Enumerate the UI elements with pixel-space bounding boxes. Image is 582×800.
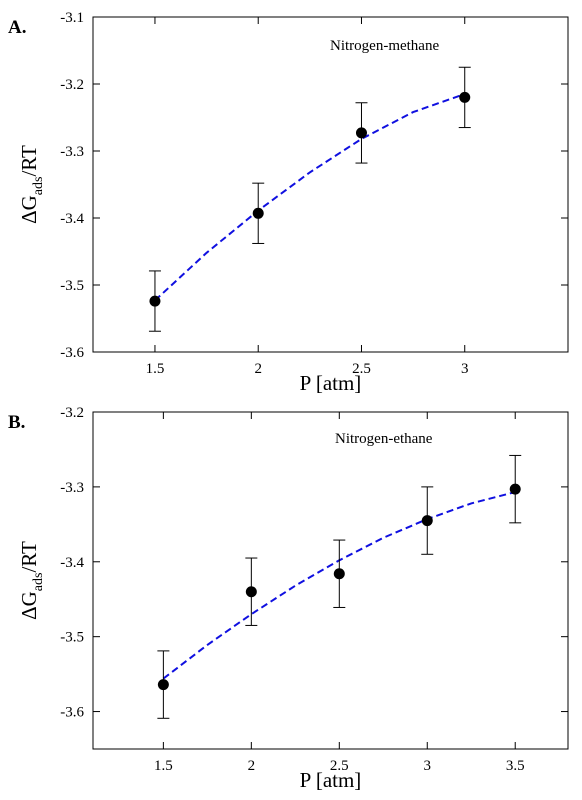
x-tick-label: 1.5	[146, 361, 165, 377]
y-axis-title-main: ΔG	[17, 591, 41, 620]
panel-label: B.	[8, 412, 25, 433]
x-tick-label: 3	[424, 758, 432, 774]
data-point	[333, 568, 345, 580]
data-point	[509, 483, 521, 495]
data-point	[459, 91, 471, 103]
data-point	[245, 586, 257, 598]
y-axis-title: ΔGads/RT	[17, 145, 46, 224]
y-axis-title-main: ΔG	[17, 195, 41, 224]
annotation-label: Nitrogen-methane	[330, 38, 439, 54]
y-tick-label: -3.4	[60, 211, 84, 227]
x-tick-label: 2.5	[330, 758, 349, 774]
y-tick-label: -3.2	[60, 405, 84, 421]
x-axis-title: P [atm]	[300, 768, 362, 792]
annotation-label: Nitrogen-ethane	[335, 431, 433, 447]
y-axis-title-tail: /RT	[17, 541, 41, 573]
y-tick-label: -3.6	[60, 705, 84, 721]
y-tick-label: -3.6	[60, 345, 84, 361]
data-point	[252, 207, 264, 219]
x-tick-label: 2.5	[352, 361, 371, 377]
plot-frame	[92, 16, 569, 353]
data-point	[421, 515, 433, 527]
x-tick-label: 2	[248, 758, 256, 774]
x-tick-label: 2	[254, 361, 262, 377]
data-point	[157, 679, 169, 691]
data-point	[355, 127, 367, 139]
x-axis-title: P [atm]	[300, 371, 362, 395]
y-tick-label: -3.5	[60, 278, 84, 294]
y-tick-label: -3.5	[60, 630, 84, 646]
y-tick-label: -3.3	[60, 144, 84, 160]
y-axis-title-tail: /RT	[17, 145, 41, 177]
y-axis-title-subscript: ads	[31, 573, 46, 592]
x-tick-label: 3.5	[506, 758, 525, 774]
y-tick-label: -3.2	[60, 77, 84, 93]
x-tick-label: 1.5	[154, 758, 173, 774]
x-tick-label: 3	[461, 361, 469, 377]
fit-curve	[154, 93, 466, 302]
data-point	[149, 295, 161, 307]
y-tick-label: -3.4	[60, 555, 84, 571]
y-tick-label: -3.3	[60, 480, 84, 496]
y-axis-title-subscript: ads	[31, 177, 46, 196]
panel-b: 1.5 2 2.5 3 3.5 -3.6 -3.5 -3.4 -3.3 -3.2 B. Nitroge…	[8, 405, 569, 792]
y-tick-label: -3.1	[60, 10, 84, 26]
y-axis-title: ΔGads/RT	[17, 541, 46, 620]
panel-label: A.	[8, 17, 26, 38]
panel-a: 1.5 2 2.5 3 -3.6 -3.5 -3.4 -3.3 -3.2 -3.1 A. Nitrog…	[8, 10, 569, 395]
plot-frame	[92, 411, 569, 750]
